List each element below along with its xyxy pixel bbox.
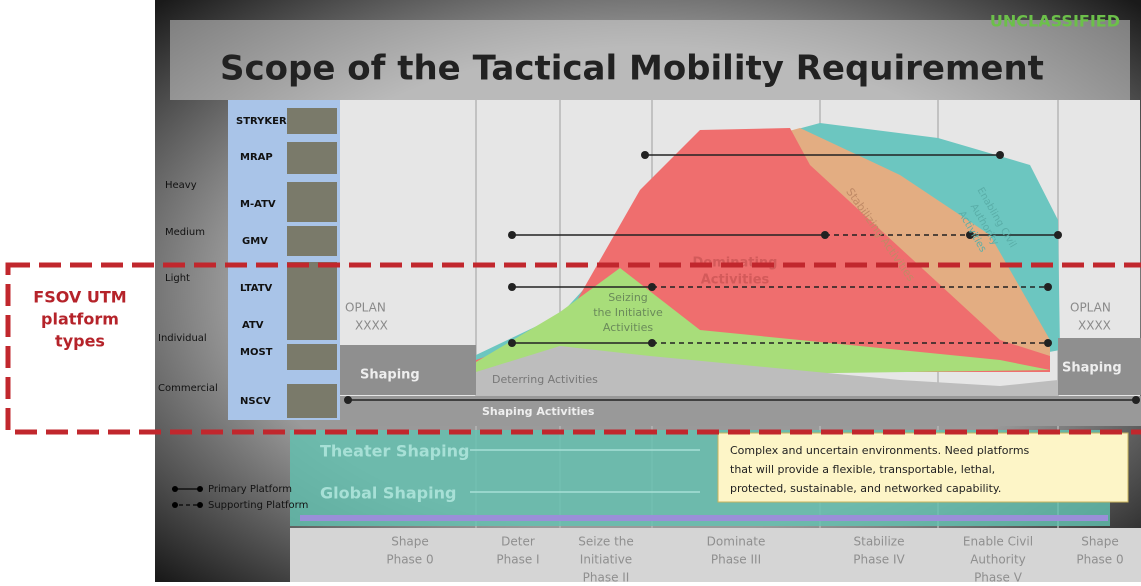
oplan: XXXX bbox=[1078, 319, 1111, 333]
shaping-activities: Shaping Activities bbox=[482, 405, 595, 418]
highlight-box bbox=[5, 262, 1141, 435]
phase-label: Shape bbox=[1081, 535, 1119, 549]
note: that will provide a flexible, transporta… bbox=[730, 463, 995, 476]
highlight-label: platform bbox=[41, 310, 119, 329]
activity-label: the Initiative bbox=[593, 306, 663, 319]
activity-label: Deterring Activities bbox=[492, 373, 598, 386]
note: Complex and uncertain environments. Need… bbox=[730, 444, 1030, 457]
phase-label: Phase I bbox=[496, 553, 539, 567]
highlight-label: FSOV UTM bbox=[33, 288, 126, 307]
note: protected, sustainable, and networked ca… bbox=[730, 482, 1001, 495]
highlight-label: types bbox=[55, 332, 105, 351]
phase-label: Phase IV bbox=[853, 553, 905, 567]
legend-entry: Primary Platform bbox=[208, 484, 292, 495]
phase-label: Enable Civil bbox=[963, 535, 1033, 549]
seizing-area bbox=[476, 268, 1050, 378]
phase-label: Phase II bbox=[583, 571, 630, 583]
shaping-activities-bar bbox=[340, 396, 1141, 426]
platform: GMV bbox=[242, 236, 268, 247]
platform: NSCV bbox=[240, 396, 271, 407]
shaping-label: Shaping bbox=[1062, 361, 1122, 376]
note-box bbox=[717, 432, 1129, 503]
vehicle-images bbox=[287, 108, 337, 418]
weight-class: Individual bbox=[158, 333, 207, 344]
weight-class: Medium bbox=[165, 227, 205, 238]
weight-class: Light bbox=[165, 273, 190, 284]
legend: Primary Platform Supporting Platform bbox=[172, 484, 308, 511]
phase-label: Shape bbox=[391, 535, 429, 549]
weight-class: Commercial bbox=[158, 383, 218, 394]
platform: LTATV bbox=[240, 283, 273, 294]
phase-label: Deter bbox=[501, 535, 535, 549]
title-band bbox=[170, 20, 1130, 100]
shaping-label: Shaping bbox=[360, 368, 420, 383]
platform: MOST bbox=[240, 347, 273, 358]
phase-label: Phase III bbox=[711, 553, 761, 567]
phase-label: Phase V bbox=[974, 571, 1023, 583]
phase-label: Initiative bbox=[580, 553, 632, 567]
phase-label: Seize the bbox=[578, 535, 634, 549]
oplan: OPLAN bbox=[1070, 301, 1111, 315]
phase-label: Phase 0 bbox=[1076, 553, 1123, 567]
phase-band bbox=[290, 528, 1141, 582]
platform: MRAP bbox=[240, 152, 273, 163]
shaping-left bbox=[340, 345, 476, 395]
activity-label: Seizing bbox=[608, 291, 648, 304]
theater-shaping: Theater Shaping bbox=[320, 442, 469, 461]
phase-label: Authority bbox=[970, 553, 1026, 567]
phase-label: Phase 0 bbox=[386, 553, 433, 567]
oplan: OPLAN bbox=[345, 301, 386, 315]
activity-label: Activities bbox=[701, 273, 770, 288]
activity-label: Activities bbox=[603, 321, 653, 334]
classification: UNCLASSIFIED bbox=[990, 12, 1120, 31]
phases: Shape Phase 0 Deter Phase I Seize the Initiat… bbox=[386, 535, 1123, 585]
platform-lines bbox=[345, 154, 1137, 401]
platform: M-ATV bbox=[240, 199, 276, 210]
deterring-area bbox=[476, 346, 1058, 396]
legend-entry: Supporting Platform bbox=[208, 500, 308, 511]
weight-class: Heavy bbox=[165, 180, 197, 191]
platform-dots bbox=[344, 151, 1140, 404]
platform: STRYKER bbox=[236, 116, 287, 127]
title: Scope of the Tactical Mobility Requireme… bbox=[220, 49, 1044, 89]
phase-label: Dominate bbox=[707, 535, 766, 549]
global-shaping: Global Shaping bbox=[320, 484, 456, 503]
shaping-right bbox=[1058, 338, 1141, 395]
platform: ATV bbox=[242, 320, 264, 331]
phase-label: Stabilize bbox=[854, 535, 905, 549]
oplan: XXXX bbox=[355, 319, 388, 333]
